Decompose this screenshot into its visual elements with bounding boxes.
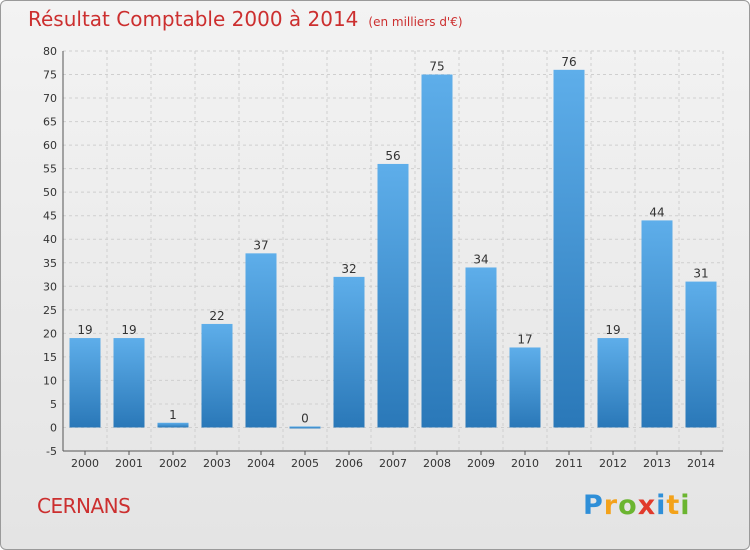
x-tick-label: 2005 <box>291 457 319 470</box>
title-row: Résultat Comptable 2000 à 2014 (en millie… <box>28 7 463 31</box>
x-tick-label: 2004 <box>247 457 275 470</box>
logo-letter: i <box>680 490 691 521</box>
data-label: 22 <box>209 309 224 323</box>
data-label: 1 <box>169 408 177 422</box>
logo-letter: i <box>656 490 667 521</box>
y-tick-label: 35 <box>43 257 57 270</box>
y-tick-label: 30 <box>43 280 57 293</box>
data-label: 32 <box>341 262 356 276</box>
data-label: 56 <box>385 149 400 163</box>
y-tick-label: 60 <box>43 139 57 152</box>
bar <box>509 347 541 428</box>
y-tick-label: 20 <box>43 327 57 340</box>
bar <box>377 163 409 428</box>
bar <box>597 338 629 428</box>
x-tick-label: 2013 <box>643 457 671 470</box>
chart-subtitle: (en milliers d'€) <box>368 15 463 29</box>
logo-letter: x <box>637 490 657 521</box>
data-label: 34 <box>473 252 488 266</box>
bars <box>69 69 717 429</box>
bar <box>201 323 233 428</box>
proxiti-logo[interactable]: Proxiti <box>583 490 691 521</box>
logo-letter: P <box>583 490 604 521</box>
x-tick-label: 2002 <box>159 457 187 470</box>
data-label: 37 <box>253 238 268 252</box>
x-tick-label: 2010 <box>511 457 539 470</box>
bar <box>421 74 453 428</box>
y-tick-label: 25 <box>43 304 57 317</box>
data-label: 44 <box>649 205 664 219</box>
bar <box>553 69 585 428</box>
data-label: 17 <box>517 332 532 346</box>
data-label: 75 <box>429 60 444 74</box>
x-tick-label: 2008 <box>423 457 451 470</box>
y-tick-label: -5 <box>46 445 57 458</box>
y-tick-label: 80 <box>43 45 57 58</box>
y-tick-label: 75 <box>43 69 57 82</box>
bar <box>685 281 717 428</box>
bar <box>245 253 277 428</box>
data-label: 31 <box>693 267 708 281</box>
bar <box>69 338 101 428</box>
x-tick-label: 2006 <box>335 457 363 470</box>
bar <box>113 338 145 428</box>
y-tick-label: 55 <box>43 163 57 176</box>
y-tick-label: 15 <box>43 351 57 364</box>
data-label: 19 <box>77 323 92 337</box>
bar <box>465 267 497 428</box>
y-tick-label: 0 <box>50 421 57 434</box>
x-tick-label: 2014 <box>687 457 715 470</box>
bar <box>641 220 673 428</box>
y-tick-label: 5 <box>50 398 57 411</box>
logo-letter: t <box>666 490 681 521</box>
bar <box>289 426 321 429</box>
x-tick-label: 2001 <box>115 457 143 470</box>
x-tick-label: 2007 <box>379 457 407 470</box>
x-tick-label: 2003 <box>203 457 231 470</box>
data-labels: 19 19 1 22 37 0 32 56 75 34 17 76 19 44 31 <box>77 55 708 426</box>
bar <box>333 276 365 428</box>
y-tick-label: 65 <box>43 116 57 129</box>
y-tick-label: 70 <box>43 92 57 105</box>
logo-letter: o <box>618 490 638 521</box>
y-tick-label: 50 <box>43 186 57 199</box>
y-tick-label: 10 <box>43 374 57 387</box>
chart-title: Résultat Comptable 2000 à 2014 <box>28 7 359 31</box>
y-tick-label: 45 <box>43 210 57 223</box>
data-label: 0 <box>301 411 309 425</box>
data-label: 19 <box>121 323 136 337</box>
data-label: 19 <box>605 323 620 337</box>
x-tick-label: 2012 <box>599 457 627 470</box>
logo-letter: r <box>603 490 619 521</box>
x-tick-label: 2000 <box>71 457 99 470</box>
data-label: 76 <box>561 55 576 69</box>
y-tick-label: 40 <box>43 233 57 246</box>
x-tick-label: 2011 <box>555 457 583 470</box>
x-tick-label: 2009 <box>467 457 495 470</box>
town-name: CERNANS <box>37 494 131 518</box>
bar <box>157 422 189 428</box>
